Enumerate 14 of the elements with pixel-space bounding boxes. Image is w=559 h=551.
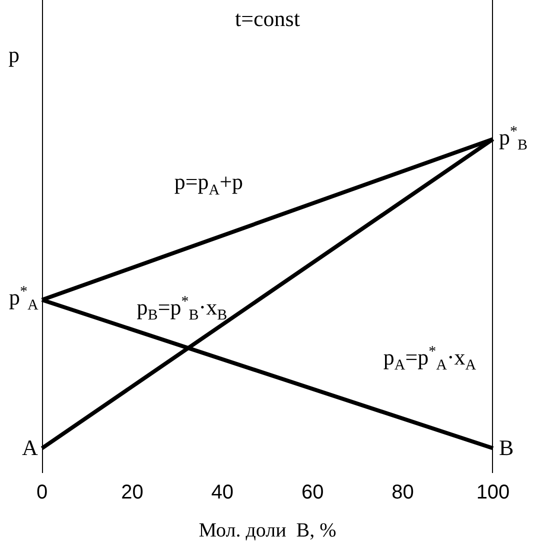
- x-tick-label: 0: [36, 482, 48, 504]
- chart-title: t=const: [235, 6, 300, 31]
- text: A: [22, 435, 38, 460]
- x-tick-label: 20: [121, 482, 144, 504]
- x-tick-label: 40: [211, 482, 234, 504]
- annotation: p$_{B}$=p$^{*}$$_{B}$·x$_{B}$: [136, 294, 228, 324]
- y-axis-title: p: [8, 42, 20, 67]
- text: B: [499, 435, 514, 460]
- x-axis-title: Мол. доли B, %: [198, 519, 336, 542]
- annotation: p=p$_{A}$+p: [174, 168, 244, 198]
- annotation: p$_{A}$=p$^{*}$$_{A}$·x$_{A}$: [383, 344, 476, 374]
- x-tick-label: 100: [476, 482, 510, 504]
- x-tick-label: 80: [392, 482, 414, 504]
- x-tick-label: 60: [301, 482, 324, 504]
